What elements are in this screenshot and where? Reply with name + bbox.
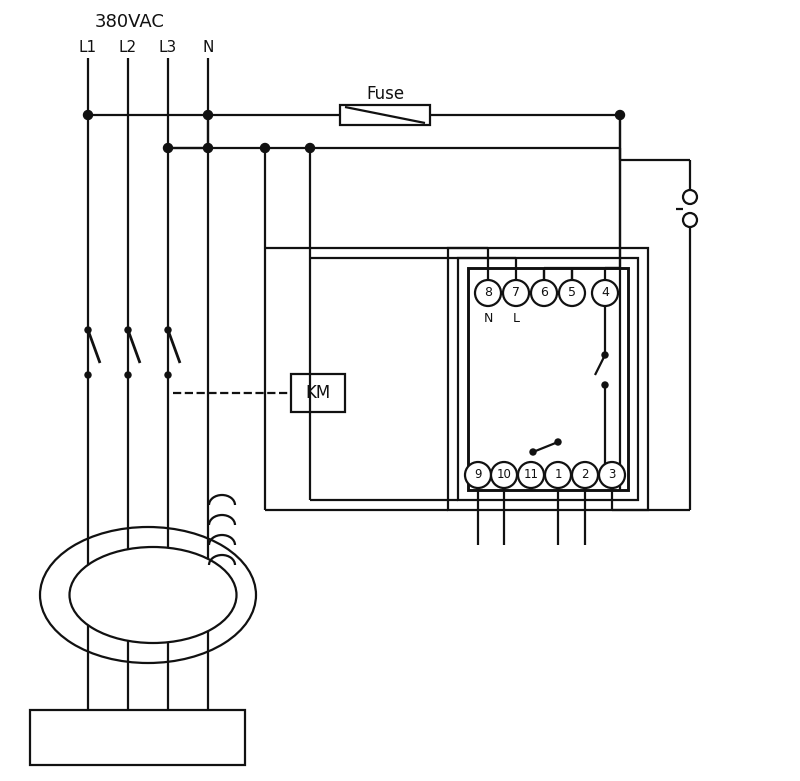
Circle shape	[465, 462, 491, 488]
Circle shape	[602, 382, 608, 388]
Circle shape	[475, 280, 501, 306]
Text: 8: 8	[484, 287, 492, 299]
Text: L: L	[513, 312, 519, 324]
Circle shape	[83, 110, 93, 119]
Circle shape	[306, 144, 314, 152]
Bar	[468, 268, 628, 490]
Bar	[291, 374, 345, 412]
Text: 2: 2	[582, 469, 589, 482]
Ellipse shape	[40, 527, 256, 663]
Text: Fuse: Fuse	[366, 85, 404, 103]
Text: 3: 3	[608, 469, 616, 482]
Circle shape	[530, 449, 536, 455]
Circle shape	[125, 327, 131, 333]
Circle shape	[592, 280, 618, 306]
Text: 11: 11	[523, 469, 538, 482]
Circle shape	[203, 110, 213, 119]
Text: 9: 9	[474, 469, 482, 482]
Text: 4: 4	[601, 287, 609, 299]
Circle shape	[615, 110, 625, 119]
Circle shape	[165, 372, 171, 378]
Circle shape	[683, 190, 697, 204]
Circle shape	[683, 213, 697, 227]
Circle shape	[491, 462, 517, 488]
Text: L3: L3	[159, 40, 177, 55]
Circle shape	[85, 372, 91, 378]
Bar	[458, 258, 638, 500]
Bar	[30, 710, 245, 765]
Circle shape	[503, 280, 529, 306]
Circle shape	[163, 144, 173, 152]
Text: 10: 10	[497, 469, 511, 482]
Text: 5: 5	[568, 287, 576, 299]
Text: KM: KM	[306, 384, 330, 402]
Text: L1: L1	[79, 40, 97, 55]
Circle shape	[599, 462, 625, 488]
Text: 1: 1	[554, 469, 562, 482]
Text: L2: L2	[119, 40, 137, 55]
Ellipse shape	[70, 547, 237, 643]
Circle shape	[559, 280, 585, 306]
Circle shape	[165, 327, 171, 333]
Text: 7: 7	[512, 287, 520, 299]
Circle shape	[125, 372, 131, 378]
Circle shape	[518, 462, 544, 488]
Circle shape	[555, 439, 561, 445]
Circle shape	[531, 280, 557, 306]
Text: 6: 6	[540, 287, 548, 299]
Text: N: N	[202, 40, 214, 55]
Circle shape	[203, 144, 213, 152]
Circle shape	[85, 327, 91, 333]
Circle shape	[602, 352, 608, 358]
Text: 380VAC: 380VAC	[95, 13, 165, 31]
Text: N: N	[483, 312, 493, 324]
Circle shape	[572, 462, 598, 488]
Bar	[448, 248, 648, 510]
Circle shape	[545, 462, 571, 488]
Bar	[340, 105, 430, 125]
Circle shape	[261, 144, 270, 152]
